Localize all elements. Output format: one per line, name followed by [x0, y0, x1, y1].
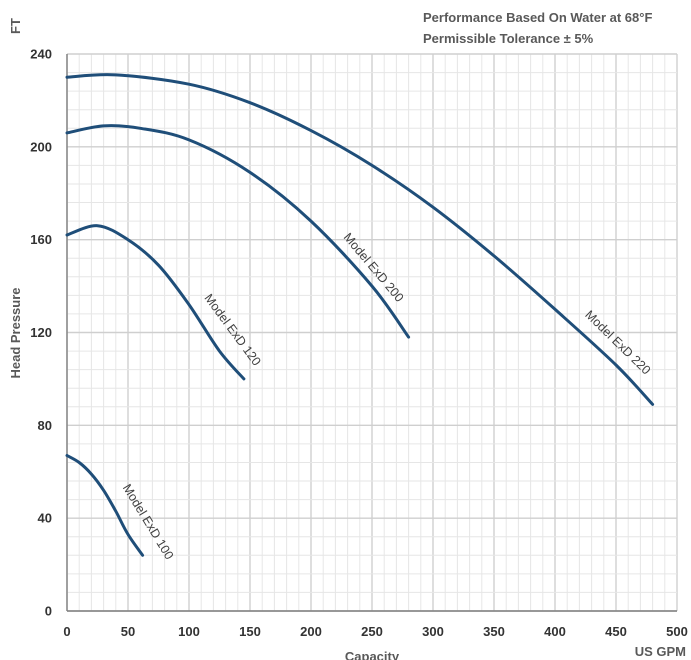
series-line-model-exd-120	[65, 224, 246, 381]
x-tick-label: 400	[544, 624, 566, 639]
series-curves	[65, 73, 655, 557]
x-tick-label: 150	[239, 624, 261, 639]
x-tick-label: 100	[178, 624, 200, 639]
x-tick-label: 200	[300, 624, 322, 639]
series-label-model-exd-120: Model ExD 120	[202, 291, 264, 368]
x-axis-title: Capacity	[345, 649, 400, 660]
x-unit-label: US GPM	[635, 644, 686, 659]
x-tick-label: 450	[605, 624, 627, 639]
x-tick-label: 350	[483, 624, 505, 639]
y-tick-label: 200	[30, 139, 52, 154]
grid	[66, 53, 678, 612]
y-tick-label: 0	[45, 604, 52, 619]
axes	[66, 54, 677, 612]
tick-labels: 0 50 100 150 200 250 300 350 400 450 500 0 40 80 120 16…	[30, 47, 688, 640]
y-tick-label: 160	[30, 232, 52, 247]
x-tick-label: 0	[63, 624, 70, 639]
y-axis-title: Head Pressure	[8, 287, 23, 378]
y-tick-label: 80	[38, 418, 52, 433]
note-tolerance: Permissible Tolerance ± 5%	[423, 31, 594, 46]
series-line-model-exd-200	[65, 124, 411, 339]
x-tick-label: 250	[361, 624, 383, 639]
x-tick-label: 300	[422, 624, 444, 639]
series-line-model-exd-100	[65, 454, 145, 557]
series-line-model-exd-220	[65, 73, 655, 406]
y-tick-label: 120	[30, 325, 52, 340]
note-performance: Performance Based On Water at 68°F	[423, 10, 652, 25]
y-tick-label: 40	[38, 511, 52, 526]
x-tick-label: 500	[666, 624, 688, 639]
x-tick-label: 50	[121, 624, 135, 639]
y-tick-label: 240	[30, 47, 52, 62]
y-unit-label: FT	[8, 18, 23, 34]
